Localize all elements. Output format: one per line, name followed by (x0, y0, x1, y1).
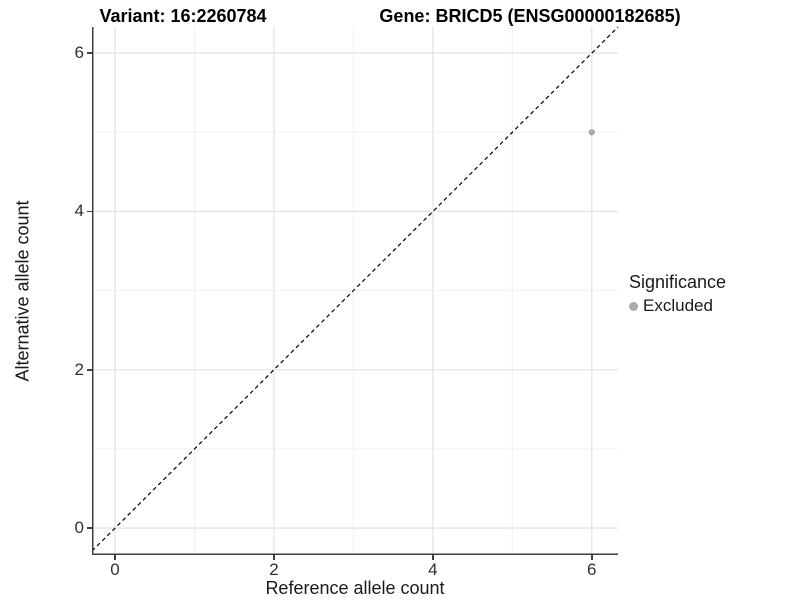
identity-line (91, 26, 619, 552)
x-tick-label: 0 (110, 560, 120, 579)
legend: Significance Excluded (629, 272, 726, 316)
y-tick-mark (87, 527, 92, 529)
x-tick-label: 4 (428, 560, 438, 579)
legend-title: Significance (629, 272, 727, 292)
plot-canvas (91, 26, 619, 555)
y-tick-label: 4 (74, 201, 84, 221)
x-tick-mark (591, 555, 593, 560)
plot-panel (91, 26, 619, 555)
y-tick-label: 0 (74, 518, 84, 538)
legend-entry: Excluded (629, 296, 726, 316)
x-tick-mark (432, 555, 434, 560)
y-tick-label: 2 (74, 359, 84, 379)
y-axis-title: Alternative allele count (12, 200, 33, 382)
legend-key-dot-icon (629, 301, 638, 311)
y-tick-mark (87, 210, 92, 213)
y-tick-mark (87, 369, 92, 371)
y-tick-label: 6 (74, 43, 84, 63)
y-tick-mark (87, 52, 92, 54)
x-tick-mark (273, 555, 275, 560)
variant-title: Variant: 16:2260784 (99, 6, 267, 26)
gene-title: Gene: BRICD5 (ENSG00000182685) (379, 6, 681, 26)
x-tick-mark (114, 555, 116, 560)
x-tick-label: 6 (587, 560, 597, 579)
legend-entries: Excluded (629, 296, 726, 316)
x-tick-label: 2 (269, 560, 279, 579)
legend-entry-label: Excluded (643, 296, 713, 315)
x-axis-title: Reference allele count (265, 578, 445, 598)
data-point (588, 129, 595, 136)
